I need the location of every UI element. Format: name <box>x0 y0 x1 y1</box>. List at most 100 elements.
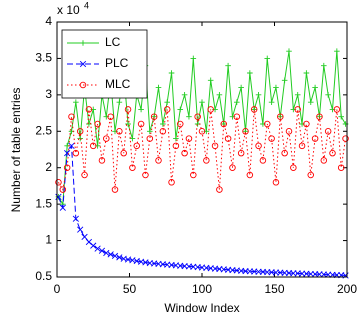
marker <box>255 142 262 150</box>
marker <box>272 179 280 186</box>
marker <box>255 92 262 98</box>
marker <box>290 164 297 171</box>
marker <box>246 171 254 179</box>
marker <box>311 135 319 142</box>
marker <box>124 106 132 113</box>
marker <box>59 204 66 211</box>
marker <box>321 62 327 69</box>
marker <box>251 106 257 113</box>
y-tick-label: 2 <box>45 160 52 174</box>
marker <box>155 84 162 91</box>
marker <box>268 135 275 142</box>
marker <box>242 128 249 135</box>
marker <box>85 238 93 246</box>
marker <box>337 164 345 171</box>
y-tick-label: 1 <box>45 233 52 247</box>
marker <box>277 113 284 120</box>
x-tick-label: 200 <box>337 282 357 296</box>
marker <box>281 77 288 84</box>
marker <box>116 99 123 105</box>
marker <box>81 171 88 179</box>
marker <box>190 55 197 62</box>
marker <box>168 70 175 76</box>
marker <box>268 99 275 105</box>
marker <box>73 99 79 105</box>
marker <box>72 215 79 222</box>
marker <box>338 113 344 120</box>
marker <box>142 171 149 179</box>
marker <box>181 92 188 98</box>
marker <box>147 128 153 135</box>
marker <box>107 113 114 120</box>
marker <box>203 157 210 164</box>
marker <box>94 120 101 128</box>
marker <box>64 150 71 157</box>
marker <box>333 106 341 113</box>
marker <box>103 249 110 257</box>
marker <box>159 128 167 135</box>
marker <box>129 135 136 142</box>
marker <box>264 55 271 62</box>
marker <box>98 247 106 254</box>
y-tick-label: 4 <box>45 14 52 28</box>
marker <box>320 157 328 164</box>
marker <box>216 92 223 98</box>
marker <box>116 128 123 135</box>
marker <box>216 186 223 193</box>
series <box>55 142 349 279</box>
marker <box>294 92 301 98</box>
series <box>55 106 349 193</box>
marker <box>150 113 158 120</box>
x-tick-label: 50 <box>123 282 137 296</box>
marker <box>98 157 106 164</box>
marker <box>285 128 293 135</box>
marker <box>111 186 119 193</box>
marker <box>77 226 84 233</box>
y-scale-exponent: 4 <box>84 0 89 10</box>
marker <box>264 120 271 128</box>
marker <box>103 135 110 142</box>
marker <box>233 113 241 120</box>
marker <box>325 92 331 98</box>
marker <box>286 48 292 54</box>
marker <box>312 84 318 91</box>
marker <box>172 142 180 150</box>
marker <box>181 149 188 157</box>
marker <box>164 99 170 105</box>
y-axis-label: Number of table entries <box>9 88 23 213</box>
marker <box>247 70 253 76</box>
plot-frame <box>56 21 348 278</box>
marker <box>194 113 201 120</box>
marker <box>177 106 184 113</box>
marker <box>90 242 97 249</box>
legend-marker <box>79 60 87 68</box>
marker <box>155 157 162 164</box>
marker <box>129 164 136 171</box>
marker <box>316 113 323 120</box>
marker <box>207 77 214 84</box>
marker <box>224 135 232 142</box>
marker <box>55 179 62 186</box>
marker <box>273 84 279 91</box>
marker <box>303 120 310 128</box>
marker <box>329 149 336 157</box>
marker <box>324 128 332 135</box>
marker <box>334 48 340 54</box>
marker <box>259 157 267 164</box>
marker <box>294 106 301 113</box>
y-tick-label: 2.5 <box>35 123 52 137</box>
marker <box>225 62 231 69</box>
marker <box>125 121 131 127</box>
y-tick-label: 0.5 <box>35 269 52 283</box>
marker <box>89 142 97 150</box>
marker <box>68 113 75 120</box>
marker <box>220 120 227 128</box>
y-tick-label: 3.5 <box>35 51 52 65</box>
marker <box>303 70 310 76</box>
legend-label: MLC <box>105 77 131 91</box>
marker <box>111 252 119 259</box>
marker <box>307 99 314 105</box>
marker <box>186 113 192 120</box>
